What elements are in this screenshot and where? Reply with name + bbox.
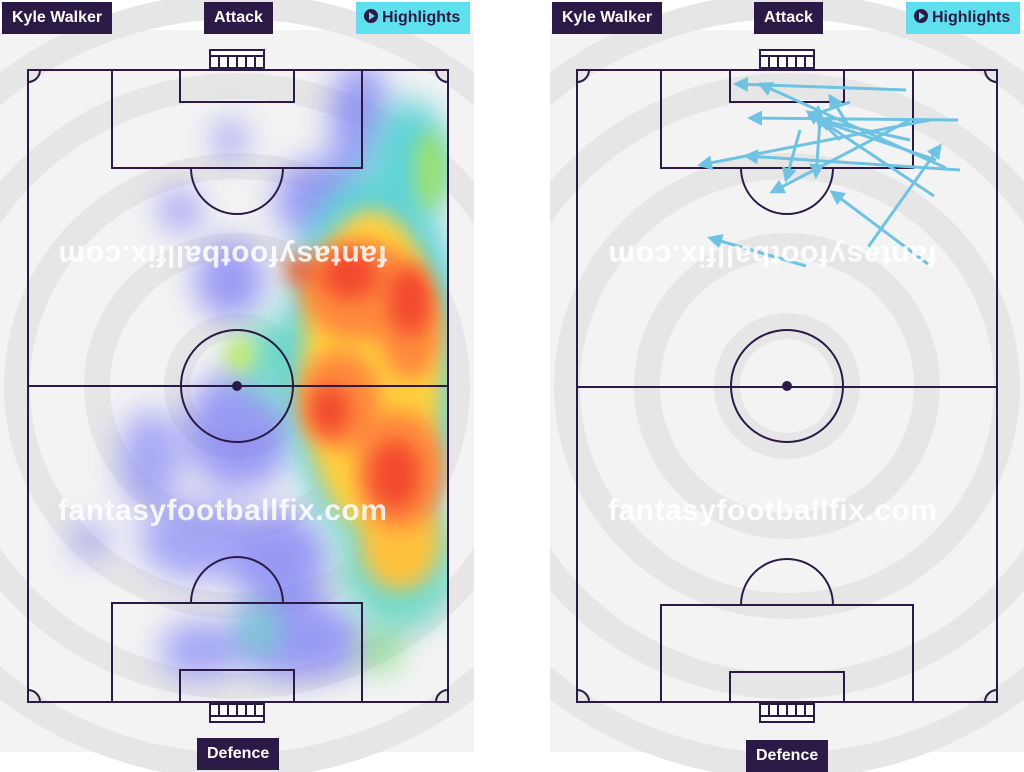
centre-spot bbox=[782, 381, 792, 391]
bottom-goal bbox=[759, 703, 815, 723]
watermark: fantasyfootballfix.com bbox=[58, 494, 388, 527]
highlights-label: Highlights bbox=[932, 9, 1011, 26]
watermark-flipped: fantasyfootballfix.com bbox=[608, 239, 938, 272]
pass-map-pitch bbox=[550, 0, 1024, 772]
top-goal bbox=[209, 49, 265, 69]
player-name-tag: Kyle Walker bbox=[552, 2, 663, 34]
top-goal bbox=[759, 49, 815, 69]
pass-arrow bbox=[782, 129, 802, 183]
pass-arrow bbox=[829, 190, 929, 266]
pass-arrow bbox=[707, 234, 807, 268]
highlights-label: Highlights bbox=[382, 9, 461, 26]
pass-arrow bbox=[807, 100, 851, 120]
pass-arrow bbox=[747, 110, 959, 126]
heatmap-layer bbox=[72, 70, 448, 680]
centre-spot bbox=[232, 381, 242, 391]
watermark: fantasyfootballfix.com bbox=[608, 494, 938, 527]
heatmap-pitch bbox=[0, 0, 474, 772]
pass-arrows bbox=[697, 76, 961, 268]
attack-label: Attack bbox=[754, 2, 823, 34]
defence-label: Defence bbox=[746, 740, 829, 772]
highlights-button[interactable]: Highlights bbox=[906, 2, 1021, 34]
highlights-button[interactable]: Highlights bbox=[356, 2, 471, 34]
pass-arrow bbox=[815, 116, 937, 162]
heatmap-panel: fantasyfootballfix.com fantasyfootballfi… bbox=[0, 0, 474, 772]
attack-label: Attack bbox=[204, 2, 273, 34]
pass-arrow bbox=[828, 93, 852, 129]
play-circle-icon bbox=[914, 9, 928, 23]
pass-arrow bbox=[697, 118, 931, 171]
defence-label: Defence bbox=[197, 738, 280, 770]
pass-arrow bbox=[817, 115, 911, 142]
play-circle-icon bbox=[364, 9, 378, 23]
watermark-flipped: fantasyfootballfix.com bbox=[58, 239, 388, 272]
pass-arrow bbox=[864, 143, 942, 251]
bottom-goal bbox=[209, 703, 265, 723]
player-name-tag: Kyle Walker bbox=[2, 2, 113, 34]
pass-map-panel: fantasyfootballfix.com fantasyfootballfi… bbox=[550, 0, 1024, 772]
